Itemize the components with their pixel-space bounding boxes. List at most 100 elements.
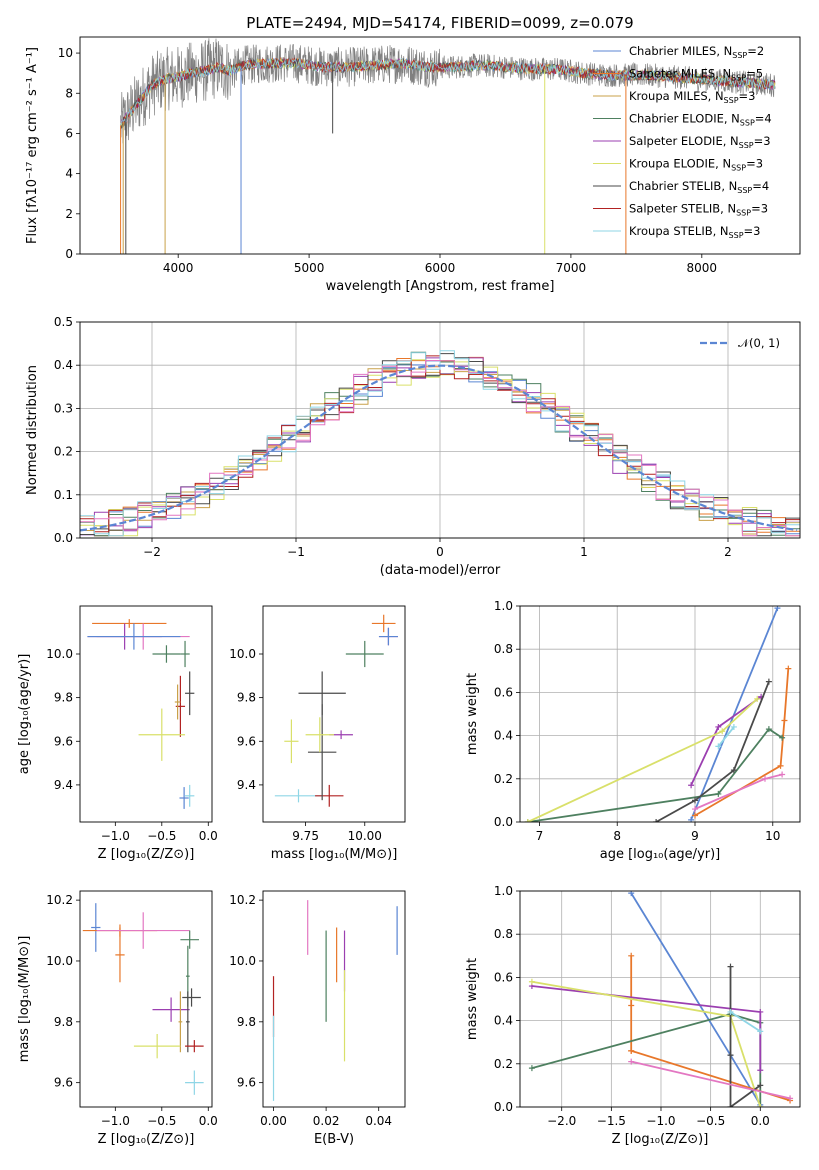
massweight-point-marker [757,1028,764,1035]
massweight-point-marker [730,767,737,774]
massweight-point-marker [628,1058,635,1065]
x-tick-label: 9.75 [292,829,319,843]
legend-entry: Kroupa ELODIE, NSSP=3 [629,157,763,173]
x-tick-label: −2.0 [547,1114,576,1128]
x-tick-label: 1 [580,545,588,559]
y-tick-label: 0.5 [54,315,73,329]
y-tick-label: 10.0 [229,647,256,661]
y-tick-label: 9.6 [237,734,256,748]
massweight-point-marker [757,1082,764,1089]
massweight-series-line [730,1011,761,1033]
massweight-point-marker [765,726,772,733]
axes-frame [262,890,406,1108]
x-axis-label: Z [log₁₀(Z/Z⊙)] [612,1132,709,1147]
legend-entry: Kroupa STELIB, NSSP=3 [629,224,760,240]
y-tick-label: 0.4 [54,358,73,372]
x-tick-label: −0.5 [147,1114,176,1128]
y-tick-label: 0.6 [494,685,513,699]
x-tick-label: 7 [536,829,544,843]
massweight-point-marker [628,1002,635,1009]
massweight-series-line [531,1013,762,1107]
massweight-point-marker [754,695,761,702]
y-tick-label: 10.0 [46,647,73,661]
massweight-point-marker [715,743,722,750]
y-tick-label: 9.6 [54,734,73,748]
y-tick-label: 10 [58,46,73,60]
figure-title: PLATE=2494, MJD=54174, FIBERID=0099, z=0… [246,14,633,32]
massweight-point-marker [727,1052,734,1059]
x-tick-label: 10.00 [348,829,382,843]
axes-frame [519,605,801,823]
y-tick-label: 1.0 [494,884,513,898]
y-tick-label: 9.8 [237,691,256,705]
y-tick-label: 10.0 [46,954,73,968]
massweight-point-marker [653,819,660,822]
x-tick-label: 0.0 [199,829,218,843]
y-axis-label: mass weight [465,673,480,755]
massweight-point-marker [787,1095,794,1102]
massweight-point-marker [528,1065,535,1072]
y-tick-label: 0.0 [54,531,73,545]
x-tick-label: 0.00 [260,1114,287,1128]
massweight-point-marker [765,678,772,685]
massweight-series-line [630,955,791,1102]
y-tick-label: 0.1 [54,488,73,502]
x-tick-label: 7000 [556,261,587,275]
age-vs-metallicity-panel: −1.0 −0.5 0.0 9.4 9.6 9.8 10.0 Z [log₁₀(Z/Z⊙)] a… [17,605,218,862]
x-tick-label: 0.02 [313,1114,340,1128]
massweight-point-marker [715,723,722,730]
y-tick-label: 4 [65,167,73,181]
x-tick-label: 0.0 [751,1114,770,1128]
legend-entry: Salpeter STELIB, NSSP=3 [629,202,768,218]
massweight-point-marker [777,762,784,769]
massweight-series-line [531,980,762,1107]
massweight-point-marker [781,717,788,724]
massweight-point-marker [779,771,786,778]
legend-entry: Salpeter ELODIE, NSSP=3 [629,134,771,150]
massweight-point-marker [757,1104,764,1107]
age-vs-mass-panel: 9.75 10.00 9.4 9.6 9.8 10.0 mass [log₁₀(M/M⊙)] [229,605,406,862]
legend-entry: Kroupa MILES, NSSP=3 [629,89,755,105]
axes-frame [79,321,801,539]
legend-entry: Salpeter MILES, NSSP=5 [629,67,763,83]
massweight-point-marker [715,790,722,797]
y-tick-label: 0.2 [494,1057,513,1071]
y-tick-label: 1.0 [494,599,513,613]
massweight-point-marker [727,1008,734,1015]
massweight-point-marker [785,665,792,672]
y-tick-label: 0.8 [494,642,513,656]
y-tick-label: 10.0 [229,954,256,968]
massweight-point-marker [692,797,698,804]
y-tick-label: 0.4 [494,1014,513,1028]
y-tick-label: 0.0 [494,1100,513,1114]
x-tick-label: 10 [765,829,780,843]
massweight-series-line [531,985,762,1071]
axes-frame [79,890,213,1108]
spectrum-panel: 4000 5000 6000 7000 8000 0 2 4 6 8 10 wavelength [A… [25,36,801,294]
y-tick-label: 9.6 [54,1076,73,1090]
x-tick-label: 0.0 [199,1114,218,1128]
x-tick-label: −1.0 [101,829,130,843]
residual-histogram-step [80,359,800,537]
x-axis-label: age [log₁₀(age/yr)] [600,847,721,862]
massweight-point-marker [719,728,726,735]
x-axis-label: wavelength [Angstrom, rest frame] [326,279,555,294]
y-tick-label: 0 [65,247,73,261]
y-tick-label: 8 [65,86,73,100]
x-tick-label: 5000 [294,261,325,275]
massweight-vs-metallicity-panel: −2.0 −1.5 −1.0 −0.5 0.0 0.0 0.2 0.4 0.6 0.8 1.0 Z [… [465,884,801,1147]
y-tick-label: 0.3 [54,401,73,415]
massweight-point-marker [628,952,635,959]
x-axis-label: (data-model)/error [380,563,501,578]
y-tick-label: 10.2 [229,893,256,907]
massweight-point-marker [762,775,768,782]
y-tick-label: 0.2 [54,445,73,459]
x-tick-label: −1.0 [101,1114,130,1128]
massweight-series-line [630,1060,791,1100]
massweight-vs-age-panel: 7 8 9 10 0.0 0.2 0.4 0.6 0.8 1.0 age [log₁₀(age/yr… [465,599,801,862]
x-tick-label: −2 [143,545,161,559]
x-tick-label: −0.5 [696,1114,725,1128]
massweight-series-line [717,726,735,747]
x-axis-label: mass [log₁₀(M/M⊙)] [271,847,398,862]
axes-frame [519,890,801,1108]
